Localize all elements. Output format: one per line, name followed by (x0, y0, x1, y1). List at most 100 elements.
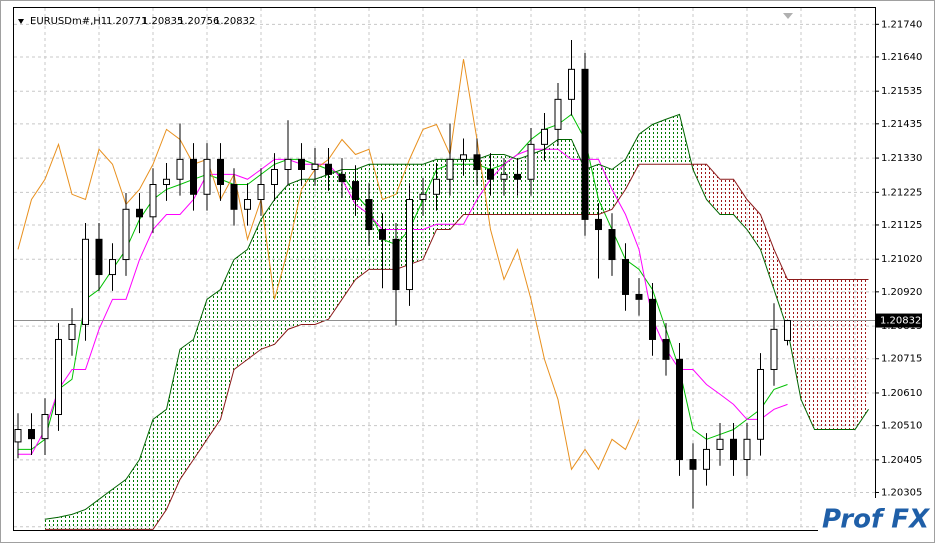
logo: Prof FX (822, 505, 931, 535)
candle-body (352, 181, 359, 201)
header-close: 1.20832 (214, 16, 255, 27)
cloud-segment (787, 279, 801, 400)
cloud-segment (369, 164, 383, 270)
cloud-segment (166, 349, 180, 510)
cloud-segment (274, 184, 288, 345)
cloud-segment (207, 289, 221, 440)
candle-body (230, 184, 238, 210)
cloud-segment (747, 199, 761, 250)
cloud-segment (814, 279, 828, 430)
cloud-segment (328, 169, 342, 320)
candle-body (487, 168, 494, 180)
candle-body (244, 199, 251, 210)
last-price-label: 1.20832 (880, 316, 921, 327)
candle-body (473, 154, 481, 170)
candle-body (460, 154, 467, 160)
cloud-segment (760, 214, 774, 290)
candle-body (689, 459, 697, 470)
candle-body (784, 320, 791, 341)
candle-body (433, 178, 440, 195)
candle-body (622, 259, 629, 295)
candle-body (730, 438, 737, 461)
y-tick-label: 1.20510 (881, 421, 922, 432)
y-tick-label: 1.21020 (881, 254, 922, 265)
cloud-segment (652, 119, 666, 165)
candle-body (325, 163, 332, 175)
candle-body (662, 338, 670, 360)
header-low: 1.20756 (178, 16, 219, 27)
candle-body (541, 128, 548, 145)
cloud-segment (153, 409, 167, 530)
y-tick-label: 1.21435 (881, 119, 922, 130)
indicator-line (18, 148, 788, 455)
cloud-segment (490, 154, 504, 215)
plot-area (14, 8, 875, 530)
candle-body (149, 184, 157, 218)
symbol-menu-arrow[interactable] (18, 19, 24, 24)
y-tick-label: 1.21535 (881, 86, 922, 97)
last-price-box (876, 313, 922, 328)
logo-background (818, 498, 930, 538)
header-high: 1.20835 (142, 16, 183, 27)
candle-body (41, 414, 49, 440)
cloud-segment (220, 259, 234, 420)
cloud-segment (841, 279, 855, 430)
candle-body (271, 168, 278, 186)
candle-body (581, 68, 589, 220)
candle-body (163, 178, 170, 186)
cloud-segment (828, 279, 842, 430)
y-tick-label: 1.20305 (881, 487, 922, 498)
cloud-segment (612, 159, 626, 210)
candle-body (217, 158, 224, 186)
cloud-segment (112, 479, 126, 530)
y-tick-label: 1.20405 (881, 455, 922, 466)
candle-body (55, 338, 62, 416)
cloud-segment (720, 179, 734, 215)
candle-body (419, 193, 427, 201)
candle-body (298, 158, 305, 170)
cloud-segment (544, 139, 558, 215)
candle-body (190, 158, 197, 195)
cloud-segment (193, 299, 207, 460)
cloud-segment (733, 179, 747, 230)
cloud-segment (315, 174, 329, 325)
cloud-segment (45, 517, 59, 530)
candle-body (649, 298, 656, 340)
candle-body (365, 199, 373, 231)
candle-body (28, 429, 35, 440)
candle-body (446, 158, 454, 180)
candle-body (568, 68, 575, 100)
y-tick-label: 1.21330 (881, 153, 922, 164)
cloud-segment (558, 139, 572, 215)
y-tick-label: 1.21225 (881, 187, 922, 198)
cloud-segment (801, 279, 815, 430)
cloud-segment (139, 419, 153, 530)
cloud-segment (774, 249, 788, 330)
cloud-segment (288, 179, 302, 330)
cloud-segment (247, 219, 261, 360)
cloud-segment (598, 164, 612, 215)
candle-body (257, 184, 265, 201)
candle-body (676, 358, 683, 461)
cloud-segment (58, 514, 72, 530)
header-open: 1.20771 (106, 16, 147, 27)
cloud-segment (180, 339, 194, 480)
y-tick-label: 1.20920 (881, 287, 922, 298)
y-tick-label: 1.21740 (881, 19, 922, 30)
y-tick-label: 1.21640 (881, 52, 922, 63)
candle-body (311, 163, 319, 170)
cloud-segment (639, 124, 653, 165)
cloud-segment (855, 279, 869, 430)
cloud-segment (261, 199, 275, 350)
candle-body (635, 293, 643, 300)
cloud-segment (504, 154, 518, 215)
cloud-segment (342, 169, 356, 300)
candle-body (703, 448, 710, 470)
candle-body (500, 173, 508, 180)
indicator-line (44, 113, 869, 520)
cloud-segment (463, 159, 477, 215)
cloud-segment (234, 249, 248, 370)
cloud-segment (625, 134, 639, 190)
